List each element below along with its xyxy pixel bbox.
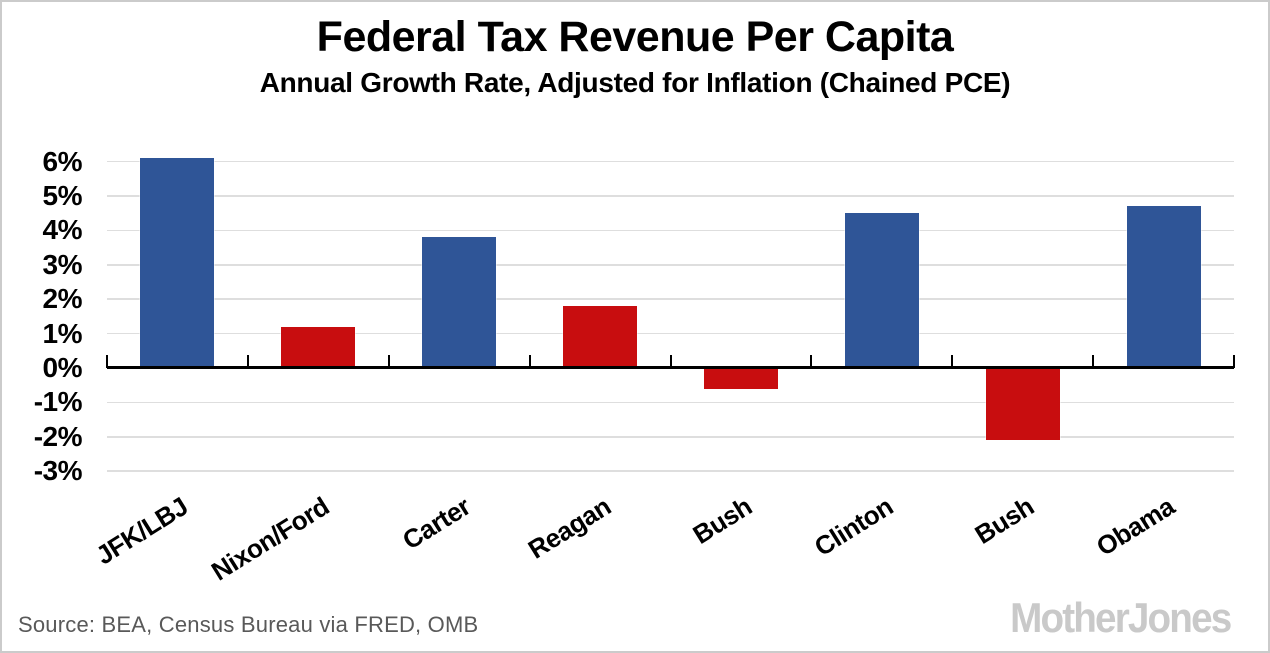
- gridline: [107, 401, 1234, 404]
- chart-title: Federal Tax Revenue Per Capita: [316, 13, 954, 61]
- x-axis-tick: [387, 355, 390, 368]
- gridline: [107, 160, 1234, 163]
- mother-jones-logo: MotherJones: [1009, 594, 1232, 641]
- x-axis-tick: [951, 355, 954, 368]
- x-axis-category-label: Bush: [687, 491, 757, 550]
- x-axis-tick: [810, 355, 813, 368]
- bar: [703, 368, 778, 389]
- bar: [140, 158, 215, 368]
- x-axis-tick: [669, 355, 672, 368]
- y-axis-tick-label: 3%: [42, 248, 83, 280]
- bar: [1126, 206, 1201, 368]
- x-axis-tick: [246, 355, 249, 368]
- y-axis-tick-label: 6%: [42, 145, 83, 177]
- x-axis-category-label: Reagan: [522, 491, 616, 565]
- x-axis-category-label: JFK/LBJ: [90, 491, 194, 571]
- x-axis-line: [107, 366, 1234, 369]
- x-axis-category-label: Nixon/Ford: [206, 491, 335, 587]
- y-axis-tick-label: -3%: [33, 455, 83, 487]
- x-axis-tick: [1092, 355, 1095, 368]
- bar: [281, 326, 356, 368]
- gridline: [107, 264, 1234, 266]
- x-axis-tick: [106, 355, 108, 368]
- chart-subtitle: Annual Growth Rate, Adjusted for Inflati…: [259, 67, 1011, 99]
- y-axis-tick-label: -2%: [33, 420, 83, 452]
- gridline: [107, 436, 1234, 438]
- chart-header: Federal Tax Revenue Per Capita Annual Gr…: [2, 2, 1268, 99]
- x-axis-category-label: Obama: [1090, 491, 1180, 562]
- y-axis-tick-label: 1%: [42, 317, 83, 349]
- gridline: [107, 229, 1234, 232]
- x-axis-category-label: Carter: [396, 491, 476, 556]
- bar: [422, 237, 497, 368]
- x-axis-category-label: Clinton: [808, 491, 898, 563]
- y-axis-tick-label: 4%: [42, 214, 83, 246]
- y-axis-tick-label: -1%: [33, 386, 83, 418]
- y-axis-tick-label: 5%: [42, 180, 83, 211]
- gridline: [107, 470, 1234, 472]
- bar: [563, 306, 638, 368]
- x-axis-category-label: Bush: [969, 491, 1039, 550]
- bar: [985, 368, 1060, 441]
- source-attribution: Source: BEA, Census Bureau via FRED, OMB: [18, 612, 479, 637]
- y-axis-tick-label: 0%: [42, 352, 83, 383]
- gridline: [107, 332, 1234, 335]
- x-axis-tick: [1233, 355, 1235, 368]
- gridline: [107, 298, 1234, 300]
- gridline: [107, 195, 1234, 197]
- bar: [844, 213, 919, 368]
- y-axis-tick-label: 2%: [42, 283, 83, 315]
- x-axis-tick: [528, 355, 531, 368]
